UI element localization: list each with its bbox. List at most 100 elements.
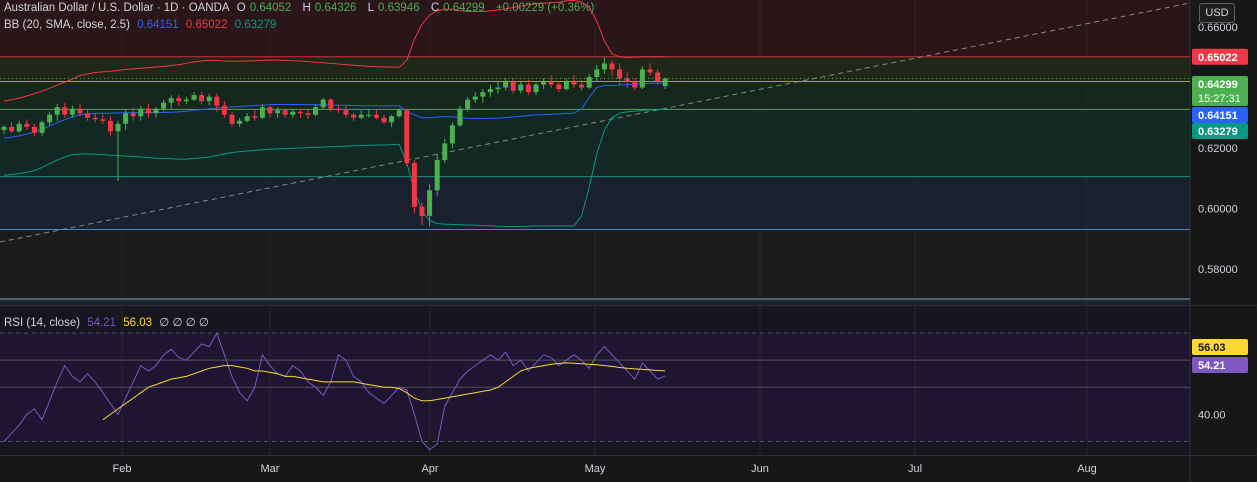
candle-body	[244, 116, 250, 121]
ohlc-low: L 0.63946	[368, 2, 424, 14]
bb-lower-tag: 0.63279	[1198, 126, 1238, 138]
candle-body	[396, 110, 402, 117]
bb-lower-value: 0.63279	[234, 19, 277, 31]
candle-body	[503, 81, 509, 88]
rsi-ma-line	[102, 362, 666, 421]
candle-body	[472, 96, 478, 100]
candle-body	[662, 78, 668, 87]
rsi-ma-tag: 56.03	[1198, 342, 1226, 354]
rsi-tick-label: 40.00	[1198, 409, 1226, 421]
price-tick-label: 0.58000	[1198, 264, 1238, 276]
candle-body	[100, 119, 106, 121]
candle-body	[282, 110, 288, 115]
candle-body	[313, 107, 319, 115]
candle-body	[237, 120, 243, 124]
candle-body	[389, 116, 395, 123]
candle-body	[206, 96, 212, 102]
candle-body	[525, 84, 531, 93]
rsi-ma-value: 56.03	[123, 317, 153, 329]
currency-button[interactable]: USD	[1199, 3, 1235, 23]
candle-body	[541, 81, 547, 85]
candle-body	[9, 126, 15, 132]
candle-body	[404, 110, 410, 164]
candle-body	[16, 123, 22, 132]
candle-body	[115, 123, 121, 132]
candle-body	[161, 102, 167, 109]
rsi-extra-values: ∅ ∅ ∅ ∅	[159, 317, 209, 329]
candle-body	[24, 123, 30, 127]
candle-body	[62, 107, 68, 115]
candle-body	[275, 110, 281, 114]
candle-body	[632, 81, 638, 88]
candle-body	[199, 95, 205, 102]
candle-body	[487, 89, 493, 93]
candle-body	[1, 126, 7, 130]
candle-body	[381, 117, 387, 123]
candle-body	[609, 63, 615, 70]
bb-basis-tag-bg	[1192, 107, 1248, 123]
ohlc-close-label: C	[430, 2, 440, 14]
candle-body	[556, 84, 562, 90]
candle-body	[107, 120, 113, 132]
candle-body	[601, 63, 607, 70]
candle-body	[297, 111, 303, 114]
bb-title: BB (20, SMA, close, 2.5)	[4, 19, 130, 31]
candle-body	[533, 84, 539, 93]
candle-body	[563, 81, 569, 90]
candle-body	[153, 108, 159, 114]
candle-body	[123, 113, 129, 124]
candle-body	[594, 69, 600, 78]
candle-body	[259, 107, 265, 118]
candle-body	[138, 108, 144, 117]
price-tick-label: 0.66000	[1198, 22, 1238, 34]
candle-body	[427, 190, 433, 216]
candle-body	[411, 163, 417, 207]
bb-lower-tag-bg	[1192, 123, 1248, 139]
time-axis-label: Mar	[261, 463, 280, 475]
price-tick-label: 0.60000	[1198, 203, 1238, 215]
candle-body	[442, 143, 448, 161]
candle-body	[655, 72, 661, 82]
rsi-legend[interactable]: RSI (14, close) 54.21 56.03 ∅ ∅ ∅ ∅	[4, 315, 213, 329]
bb-upper-tag: 0.65022	[1198, 52, 1238, 64]
candle-body	[328, 99, 334, 109]
candle-body	[252, 116, 258, 118]
trend-line	[0, 2, 1191, 243]
countdown-tag: 15:27:31	[1198, 93, 1241, 105]
candle-body	[518, 84, 524, 91]
candle-body	[510, 81, 516, 91]
candle-body	[145, 108, 151, 114]
bb-basis-tag: 0.64151	[1198, 110, 1238, 122]
time-axis-label: Feb	[113, 463, 132, 475]
candle-body	[290, 111, 296, 115]
rsi-value: 54.21	[87, 317, 117, 329]
time-axis-label: Aug	[1077, 463, 1097, 475]
candle-body	[639, 69, 645, 88]
bb-lower-line	[3, 108, 666, 227]
candle-body	[221, 105, 227, 115]
bb-upper-value: 0.65022	[185, 19, 228, 31]
candle-body	[373, 114, 379, 118]
candle-body	[214, 96, 220, 106]
rsi-tag-bg	[1192, 357, 1248, 373]
candle-body	[176, 98, 182, 102]
time-axis-label: Jun	[751, 463, 769, 475]
candle-body	[191, 95, 197, 100]
candle-body	[54, 107, 60, 115]
candle-body	[305, 113, 311, 115]
symbol-title[interactable]: Australian Dollar / U.S. Dollar · 1D · O…	[4, 2, 230, 14]
ohlc-close: C 0.64299	[431, 2, 489, 14]
candle-body	[130, 113, 136, 117]
candle-body	[571, 81, 577, 85]
candle-body	[358, 114, 364, 118]
ohlc-open-value: 0.64052	[249, 2, 292, 14]
rsi-title: RSI (14, close)	[4, 317, 81, 329]
candle-body	[92, 117, 98, 120]
candle-body	[69, 108, 75, 115]
candle-body	[647, 69, 653, 73]
time-axis-label: Apr	[421, 463, 438, 475]
ohlc-open: O 0.64052	[237, 2, 296, 14]
bollinger-legend[interactable]: BB (20, SMA, close, 2.5) 0.64151 0.65022…	[4, 19, 280, 31]
